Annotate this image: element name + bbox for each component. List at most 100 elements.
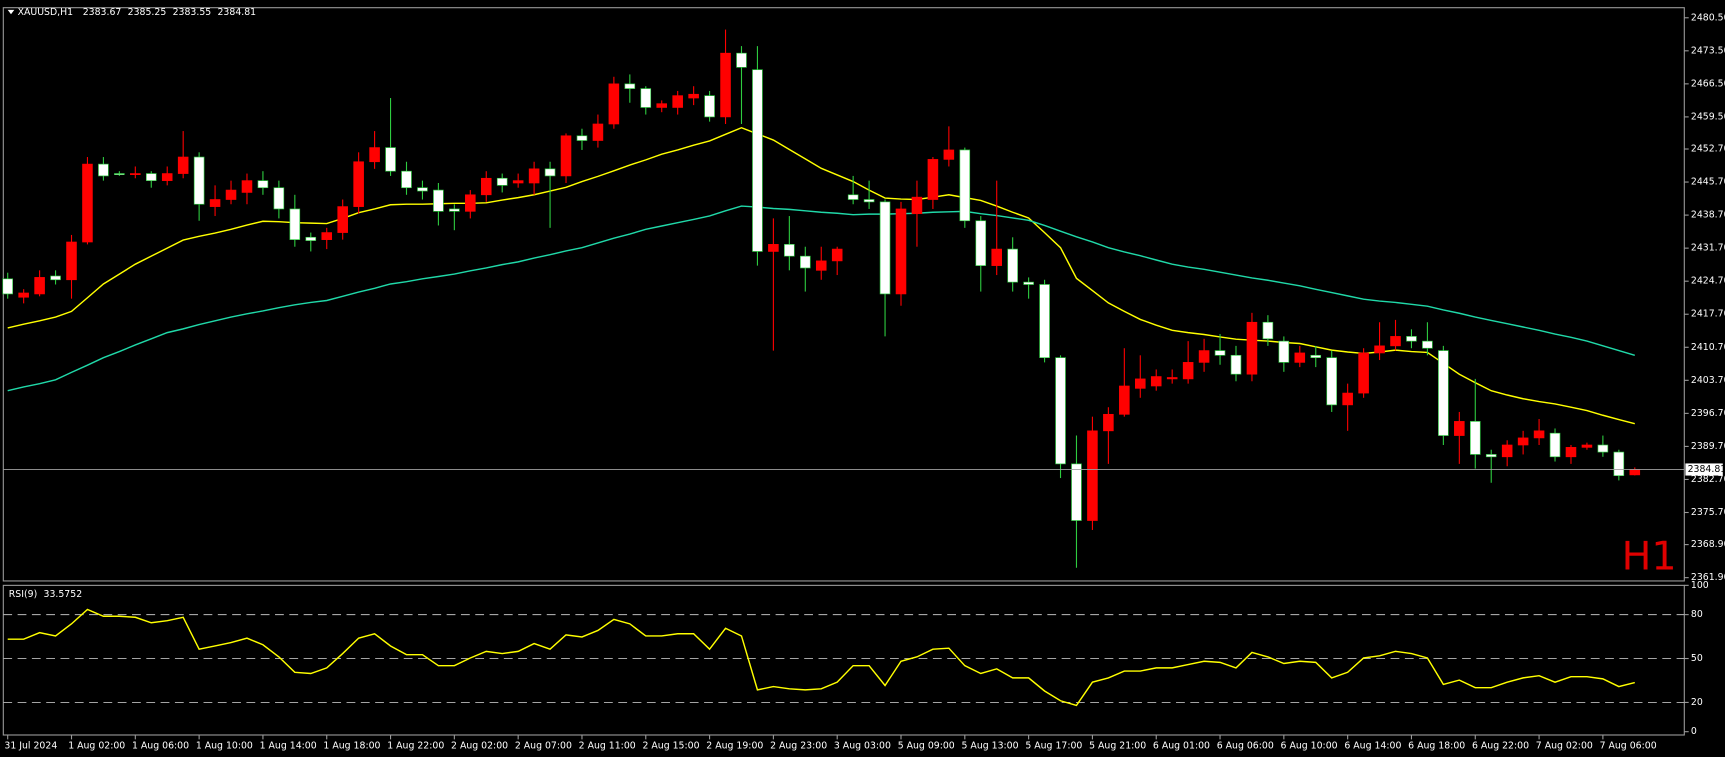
candle-body [337, 206, 348, 233]
candle-body [1150, 376, 1162, 387]
candle-body [1438, 350, 1449, 436]
x-tick-label: 2 Aug 02:00 [451, 740, 508, 751]
candle-body [688, 93, 699, 99]
candle-body [1214, 350, 1226, 356]
candle-body [784, 244, 795, 257]
x-tick-label: 2 Aug 07:00 [515, 740, 572, 751]
candle-body [273, 187, 285, 210]
candle-body [1182, 362, 1194, 380]
candle-body [1326, 357, 1337, 406]
candle-body [1485, 454, 1497, 458]
candle-body [1278, 340, 1290, 363]
y-tick-label: 2424.70 [1691, 276, 1725, 287]
x-tick-label: 2 Aug 23:00 [770, 740, 827, 751]
y-tick-label: 50 [1691, 653, 1703, 664]
candle-body [1597, 444, 1609, 453]
candle-body [720, 52, 731, 118]
candle-body [385, 147, 396, 172]
candle-body [1166, 377, 1178, 380]
candle-body [1103, 413, 1114, 432]
x-tick-label: 1 Aug 10:00 [196, 740, 253, 751]
x-tick-label: 1 Aug 14:00 [260, 740, 317, 751]
candle-body [257, 180, 269, 189]
y-tick-label: 2473.50 [1691, 45, 1725, 56]
candle-body [576, 135, 588, 141]
candle-body [815, 260, 827, 271]
candle-body [959, 149, 971, 222]
candle-body [1119, 385, 1130, 415]
y-tick-label: 2389.70 [1691, 441, 1725, 452]
x-tick-label: 6 Aug 18:00 [1408, 740, 1465, 751]
candle-body [209, 199, 221, 207]
y-tick-label: 2431.70 [1691, 243, 1725, 254]
candle-body [927, 159, 939, 200]
candle-body [800, 255, 811, 269]
candle-body [895, 208, 907, 295]
symbol-title: XAUUSD,H1 [18, 7, 74, 18]
x-tick-label: 2 Aug 11:00 [579, 740, 636, 751]
y-tick-label: 2480.50 [1691, 12, 1725, 23]
candle-body [353, 161, 364, 207]
candle-body [369, 147, 380, 163]
candle-body [1533, 430, 1545, 439]
rsi-header: RSI(9) 33.5752 [9, 589, 82, 600]
candle-body [768, 244, 779, 252]
candle-body [608, 83, 620, 125]
last-price-box [1685, 463, 1723, 476]
y-tick-label: 2459.50 [1691, 111, 1725, 122]
candle-body [1469, 421, 1481, 455]
x-tick-label: 6 Aug 10:00 [1281, 740, 1338, 751]
y-tick-label: 2417.70 [1691, 309, 1725, 320]
candle-body [305, 236, 317, 241]
candle-body [991, 248, 1002, 266]
x-tick-label: 1 Aug 18:00 [323, 740, 380, 751]
y-tick-label: 20 [1691, 697, 1703, 708]
candle-body [1613, 451, 1625, 477]
last-price-label: 2384.81 [1688, 464, 1725, 475]
candle-body [66, 241, 77, 281]
x-tick-label: 5 Aug 13:00 [962, 740, 1019, 751]
x-tick-label: 6 Aug 01:00 [1153, 740, 1210, 751]
y-tick-label: 2410.70 [1691, 342, 1725, 353]
x-tick-label: 7 Aug 02:00 [1536, 740, 1593, 751]
x-tick-label: 6 Aug 06:00 [1217, 740, 1274, 751]
candle-body [433, 189, 444, 212]
candle-body [911, 196, 923, 215]
candle-body [1342, 392, 1353, 406]
candle-body [1246, 321, 1258, 375]
candle-body [225, 189, 237, 200]
candle-body [528, 168, 540, 184]
rsi-title: RSI(9) [9, 589, 37, 600]
candle-body [736, 52, 747, 68]
main-panel-frame [2, 7, 1685, 582]
moving-average [7, 205, 1635, 392]
candle-body [560, 135, 572, 177]
candle-body [752, 69, 763, 252]
y-tick-label: 2403.70 [1691, 375, 1725, 386]
candle-body [480, 177, 492, 196]
candle-body [1023, 281, 1034, 285]
candle-body [1007, 248, 1018, 283]
candle-body [624, 83, 636, 89]
candle-body [177, 156, 189, 174]
candle-body [1374, 345, 1385, 354]
x-tick-label: 6 Aug 14:00 [1344, 740, 1401, 751]
candle-body [241, 180, 253, 193]
candle-body [496, 177, 508, 186]
candle-body [847, 194, 859, 200]
x-tick-label: 1 Aug 06:00 [132, 740, 189, 751]
x-tick-label: 2 Aug 15:00 [642, 740, 699, 751]
candle-body [1390, 336, 1401, 347]
header-low: 2383.55 [173, 7, 212, 18]
candle-body [1629, 469, 1641, 476]
candle-body [50, 275, 61, 281]
candle-body [975, 220, 987, 266]
rsi-value: 33.5752 [44, 589, 83, 600]
candle-body [321, 232, 333, 240]
candle-body [1039, 284, 1050, 358]
x-tick-label: 1 Aug 22:00 [387, 740, 444, 751]
menu-triangle[interactable] [7, 9, 15, 15]
rsi-panel-frame [2, 584, 1685, 736]
candle-body [98, 163, 109, 177]
